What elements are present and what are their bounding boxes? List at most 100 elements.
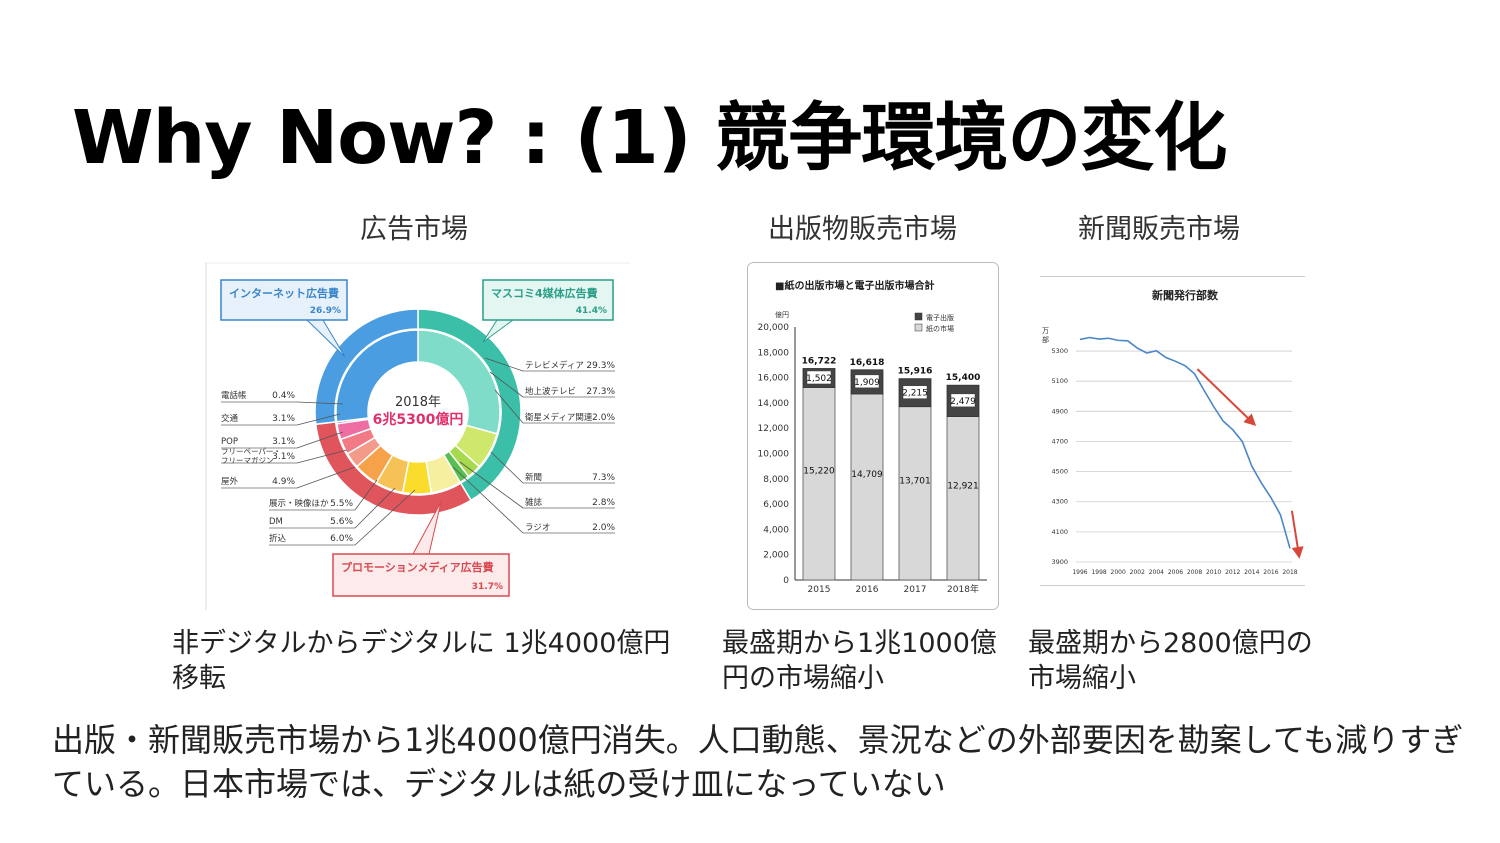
- donut-center-year: 2018年: [395, 395, 441, 410]
- masscomm-callout-tail: [482, 319, 515, 343]
- donut-hole: [369, 363, 467, 461]
- bar-chart-ylabel: 億円: [775, 310, 789, 319]
- bar-ebook-label-bg: [806, 370, 832, 385]
- masscomm-callout-value: 41.4%: [576, 306, 607, 316]
- line-x-tick: 2002: [1130, 569, 1145, 576]
- ad-market-chart: 2018年 6兆5300億円 インターネット広告費 26.9% マスコミ4媒体広告費 4…: [205, 262, 630, 610]
- slide-title: Why Now? : (1) 競争環境の変化: [72, 95, 1227, 181]
- internet-callout-title: インターネット広告費: [229, 286, 339, 300]
- bar-paper-label: 13,701: [899, 476, 931, 486]
- newspaper-market-title: 新聞販売市場: [1078, 214, 1240, 245]
- bar-paper: [802, 387, 836, 581]
- line-x-tick: 2018: [1282, 569, 1297, 576]
- leader-line: [296, 431, 344, 449]
- right-label-name: 雑誌: [525, 497, 543, 508]
- outer-ring-slice: [314, 308, 419, 426]
- bar-y-tick: 0: [783, 576, 789, 586]
- left-label-name: DM: [269, 517, 283, 527]
- bar-total-label: 16,618: [850, 358, 885, 368]
- line-y-tick: 4900: [1051, 407, 1068, 415]
- bar-legend-label: 電子出版: [926, 313, 954, 322]
- leader-line: [452, 466, 524, 534]
- left-label-value: 0.4%: [272, 391, 295, 401]
- line-y-tick: 4300: [1051, 498, 1068, 506]
- left-label-value: 3.1%: [272, 452, 295, 462]
- right-label-name: 地上波テレビ: [525, 386, 576, 397]
- line-x-tick: 2014: [1244, 569, 1259, 576]
- right-label-value: 2.0%: [592, 523, 615, 533]
- bar-y-tick: 14,000: [758, 399, 790, 409]
- left-label-name: 展示・映像ほか: [269, 498, 329, 509]
- bar-ebook-label: 2,479: [950, 397, 976, 407]
- bar-legend-swatch: [914, 323, 923, 332]
- bar-legend-label: 紙の市場: [926, 324, 954, 333]
- bar-total-label: 16,722: [802, 356, 837, 366]
- bar-y-tick: 18,000: [758, 348, 790, 358]
- leader-line: [354, 489, 416, 546]
- right-label-name: ラジオ: [525, 523, 550, 533]
- leader-line: [354, 487, 396, 529]
- leader-line: [296, 401, 344, 405]
- line-y-tick: 5300: [1051, 347, 1068, 355]
- right-label-value: 29.3%: [586, 361, 615, 371]
- masscomm-callout-box: [482, 279, 614, 321]
- line-x-tick: 1996: [1072, 569, 1087, 576]
- internet-callout-tail: [305, 319, 346, 358]
- bar-x-tick: 2015: [808, 585, 831, 595]
- line-x-tick: 2012: [1225, 569, 1240, 576]
- leader-line: [296, 449, 348, 464]
- leader-line: [459, 461, 524, 509]
- line-chart-title: 新聞発行部数: [1152, 288, 1219, 302]
- leader-line: [296, 466, 356, 489]
- promo-callout-box: [332, 553, 510, 597]
- right-label-value: 2.8%: [592, 498, 615, 508]
- left-label-value: 6.0%: [330, 534, 353, 544]
- bar-y-tick: 16,000: [758, 374, 790, 384]
- right-label-name: 新聞: [525, 472, 542, 483]
- donut-center-total: 6兆5300億円: [373, 411, 464, 428]
- left-label-value: 5.5%: [330, 499, 353, 509]
- left-label-name: フリーマガジン: [221, 455, 274, 465]
- internet-callout-box: [220, 279, 348, 321]
- bar-ebook-label: 1,502: [806, 374, 832, 384]
- line-chart-ylabel: 万: [1042, 327, 1049, 335]
- promo-callout-title: プロモーションメディア広告費: [341, 560, 494, 574]
- left-label-name: 電話帳: [221, 390, 247, 401]
- line-y-tick: 5100: [1051, 377, 1068, 385]
- publishing-market-title: 出版物販売市場: [768, 214, 957, 245]
- trend-arrow: [1196, 368, 1257, 427]
- bar-y-tick: 4,000: [763, 525, 789, 535]
- leader-line: [494, 389, 524, 424]
- line-x-tick: 2008: [1187, 569, 1202, 576]
- bar-x-tick: 2018年: [947, 583, 979, 595]
- bar-paper-label: 12,921: [947, 481, 979, 491]
- bar-legend-swatch: [914, 312, 923, 321]
- bar-paper-label: 15,220: [803, 467, 835, 477]
- right-label-value: 27.3%: [586, 387, 615, 397]
- bar-ebook-label: 1,909: [854, 378, 880, 388]
- bar-total-label: 15,400: [946, 373, 981, 383]
- left-label-value: 5.6%: [330, 517, 353, 527]
- inner-ring-slice: [335, 329, 419, 423]
- left-label-name: 屋外: [221, 476, 239, 487]
- line-y-tick: 4100: [1051, 528, 1068, 536]
- leader-line: [489, 371, 524, 398]
- right-label-name: テレビメディア: [525, 360, 584, 371]
- right-label-value: 7.3%: [592, 473, 615, 483]
- line-x-tick: 2006: [1168, 569, 1183, 576]
- left-label-name: 折込: [269, 533, 287, 544]
- bar-chart-title: ■紙の出版市場と電子出版市場合計: [775, 279, 934, 292]
- leader-line: [296, 413, 341, 426]
- bar-y-tick: 2,000: [763, 551, 789, 561]
- bar-ebook-label-bg: [902, 385, 928, 399]
- left-label-value: 4.9%: [272, 477, 295, 487]
- line-series: [1079, 336, 1291, 549]
- left-label-name: フリーペーパー・: [221, 447, 281, 456]
- summary-text: 出版・新聞販売市場から1兆4000億円消失。人口動態、景況などの外部要因を勘案し…: [52, 721, 1464, 803]
- line-y-tick: 3900: [1051, 558, 1068, 566]
- leader-line: [484, 357, 524, 372]
- bar-y-tick: 20,000: [758, 323, 790, 333]
- bar-y-tick: 8,000: [763, 475, 789, 485]
